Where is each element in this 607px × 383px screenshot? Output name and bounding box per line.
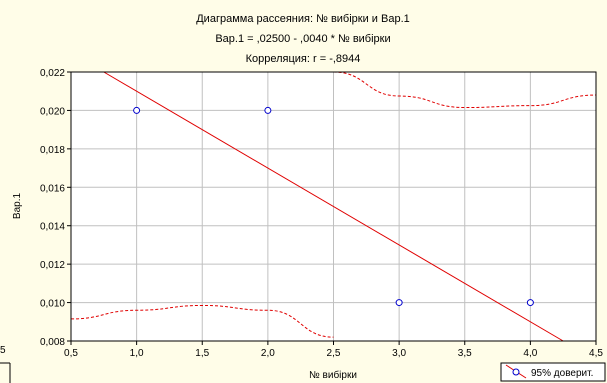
y-tick-label: 0,022 [40,68,65,79]
y-axis-label: Вар.1 [12,192,23,219]
ticks-layer: 0,5 1,0 1,5 2,0 2,5 3,0 3,5 4,0 4,5 0,008 0,010 0,0… [40,68,603,359]
x-tick-label: 0,5 [64,348,78,359]
y-tick-label: 0,008 [40,337,65,348]
confidence-band-upper [333,72,596,109]
data-point [133,106,141,114]
edge-label: 5 [0,345,6,356]
chart-correlation: Корреляция: r = -,8944 [246,53,361,65]
x-tick-label: 1,5 [195,348,209,359]
data-point [526,299,534,307]
y-tick-label: 0,016 [40,183,65,194]
y-tick-label: 0,010 [40,299,65,310]
y-tick-label: 0,012 [40,260,65,271]
points-layer [133,106,534,307]
x-axis-label: № вибірки [309,369,357,381]
legend-label: 95% доверит. [531,368,593,379]
y-tick-label: 0,018 [40,145,65,156]
x-tick-label: 1,0 [130,348,144,359]
data-point [264,106,272,114]
regression-layer [103,71,564,342]
legend-box [500,362,606,382]
x-tick-label: 3,0 [392,348,406,359]
chart-subtitle: Вар.1 = ,02500 - ,0040 * № вибірки [215,33,390,45]
legend-marker-sample [512,368,520,376]
y-tick-label: 0,020 [40,106,65,117]
legend: 95% доверит. [500,362,606,382]
x-tick-label: 2,5 [327,348,341,359]
chart-title: Диаграмма рассеяния: № вибірки и Вар.1 [196,13,410,25]
x-tick-label: 4,0 [523,348,537,359]
x-tick-label: 2,0 [261,348,275,359]
grid [71,72,596,341]
x-tick-label: 3,5 [458,348,472,359]
regression-line [103,71,564,342]
x-tick-label: 4,5 [589,348,603,359]
confidence-band [71,72,596,338]
data-point [395,299,403,307]
confidence-band-lower [71,304,334,338]
y-tick-label: 0,014 [40,222,65,233]
